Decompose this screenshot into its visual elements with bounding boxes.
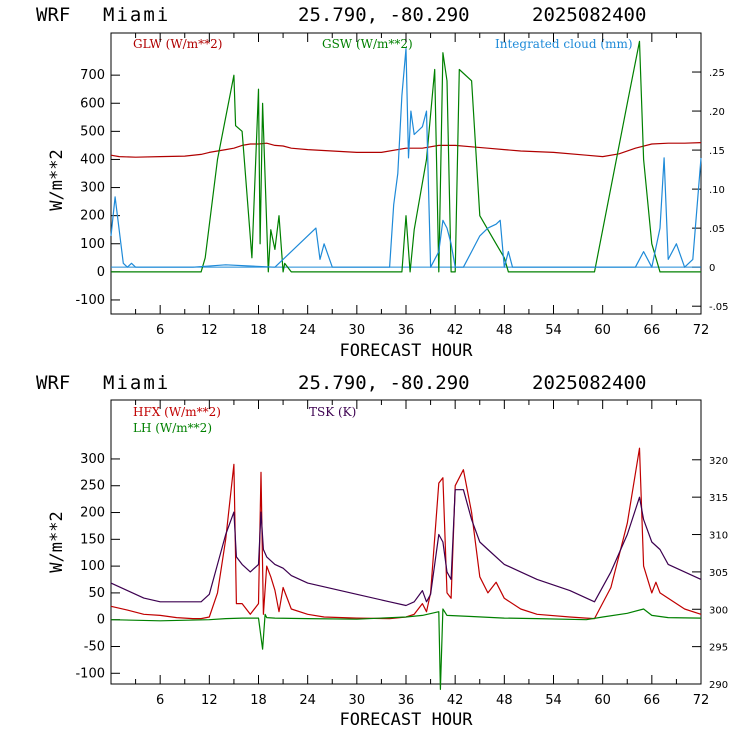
x-tick-label: 60 [594, 693, 611, 708]
y-tick-label: 400 [80, 152, 105, 167]
x-tick-label: 30 [349, 693, 366, 708]
x-tick-label: 54 [545, 693, 562, 708]
y-tick-label: 700 [80, 68, 105, 83]
x-tick-label: 72 [693, 323, 710, 338]
series-line-2 [110, 47, 702, 268]
legend-lh: LH (W/m**2) [133, 421, 212, 435]
x-tick-label: 48 [496, 693, 513, 708]
x-tick-label: 24 [299, 693, 316, 708]
series-line-1 [111, 40, 701, 273]
header-date: 2025082400 [532, 372, 646, 394]
legend-tsk: TSK (K) [309, 405, 356, 419]
y-tick-label: 100 [80, 559, 105, 574]
y-tick-label: 200 [80, 506, 105, 521]
x-tick-label: 66 [644, 693, 661, 708]
header-model: WRF [36, 4, 70, 26]
y2-tick-label: -.05 [709, 302, 729, 313]
panel-header: WRF Miami 25.790, -80.290 2025082400 [36, 4, 646, 26]
x-tick-label: 36 [398, 323, 415, 338]
x-tick-label: 12 [201, 323, 218, 338]
x-tick-label: 12 [201, 693, 218, 708]
plot-frame [110, 399, 702, 685]
radiation-cloud-panel: WRF Miami 25.790, -80.290 2025082400 FOR… [36, 4, 729, 361]
y2-tick-label: 310 [709, 531, 728, 542]
y-tick-label: 200 [80, 209, 105, 224]
y-tick-label: -100 [75, 293, 105, 308]
y2-tick-label: 320 [709, 456, 728, 467]
x-tick-label: 72 [693, 693, 710, 708]
legend-glw: GLW (W/m**2) [133, 37, 222, 51]
x-tick-label: 6 [156, 693, 164, 708]
x-tick-label: 54 [545, 323, 562, 338]
x-axis-label: FORECAST HOUR [339, 341, 473, 361]
x-tick-label: 18 [250, 693, 267, 708]
x-axis-label: FORECAST HOUR [339, 710, 473, 730]
series-lines [110, 40, 702, 273]
y-tick-label: 600 [80, 96, 105, 111]
series-line-1 [110, 608, 702, 691]
x-tick-label: 66 [644, 323, 661, 338]
y-tick-label: 50 [88, 586, 105, 601]
axis-ticks: 6 12 18 24 30 36 42 48 54 60 66 72 -100 0 100 200 300 400… [75, 33, 729, 338]
header-location: Miami [103, 4, 170, 26]
x-tick-label: 36 [398, 693, 415, 708]
y2-tick-label: .10 [709, 185, 725, 196]
y2-tick-label: .15 [709, 146, 725, 157]
y-tick-label: -50 [84, 639, 105, 654]
y2-tick-label: .20 [709, 107, 725, 118]
series-line-2 [110, 489, 702, 607]
y2-tick-label: .25 [709, 68, 725, 79]
header-coords: 25.790, -80.290 [298, 4, 470, 26]
y-axis-label: W/m**2 [47, 511, 67, 572]
legend-hfx: HFX (W/m**2) [133, 405, 221, 419]
series-line-0 [110, 447, 702, 620]
x-tick-label: 18 [250, 323, 267, 338]
series-line-0 [110, 142, 702, 158]
surface-flux-panel: WRF Miami 25.790, -80.290 2025082400 FOR… [36, 372, 728, 730]
y-tick-label: -100 [75, 666, 105, 681]
y2-tick-label: 290 [709, 680, 728, 691]
header-location: Miami [103, 372, 170, 394]
y2-tick-label: 315 [709, 493, 728, 504]
y-tick-label: 500 [80, 124, 105, 139]
x-tick-label: 60 [594, 323, 611, 338]
axis-ticks: 6 12 18 24 30 36 42 48 54 60 66 72 -100 -50 0 50 100 150 2… [75, 400, 728, 708]
y-axis-label: W/m**2 [47, 149, 67, 210]
panel-header: WRF Miami 25.790, -80.290 2025082400 [36, 372, 646, 394]
legend-cloud: Integrated cloud (mm) [495, 37, 633, 51]
series-lines [110, 447, 702, 691]
x-tick-label: 42 [447, 693, 464, 708]
y2-tick-label: 0 [709, 263, 715, 274]
y-tick-label: 0 [97, 613, 105, 628]
y2-tick-label: 300 [709, 605, 728, 616]
y-tick-label: 0 [97, 265, 105, 280]
y-tick-label: 300 [80, 452, 105, 467]
y-tick-label: 250 [80, 479, 105, 494]
y2-tick-label: .05 [709, 224, 725, 235]
x-tick-label: 30 [349, 323, 366, 338]
header-model: WRF [36, 372, 70, 394]
x-tick-label: 6 [156, 323, 164, 338]
header-date: 2025082400 [532, 4, 646, 26]
header-coords: 25.790, -80.290 [298, 372, 470, 394]
y-tick-label: 300 [80, 181, 105, 196]
y2-tick-label: 295 [709, 643, 728, 654]
legend-gsw: GSW (W/m**2) [322, 37, 413, 51]
x-tick-label: 48 [496, 323, 513, 338]
y2-tick-label: 305 [709, 568, 728, 579]
x-tick-label: 24 [299, 323, 316, 338]
y-tick-label: 150 [80, 532, 105, 547]
y-tick-label: 100 [80, 237, 105, 252]
x-tick-label: 42 [447, 323, 464, 338]
